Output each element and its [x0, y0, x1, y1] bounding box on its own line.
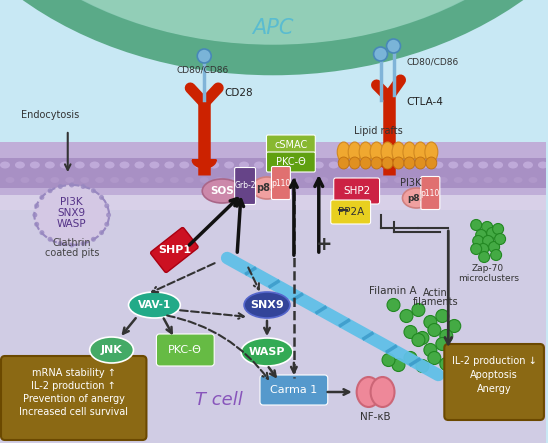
Ellipse shape	[428, 323, 441, 337]
Text: mRNA stability ↑: mRNA stability ↑	[32, 368, 116, 378]
Text: Actin: Actin	[423, 288, 448, 298]
Ellipse shape	[426, 157, 437, 169]
Ellipse shape	[34, 203, 39, 208]
Ellipse shape	[91, 188, 96, 193]
Ellipse shape	[90, 337, 134, 363]
Ellipse shape	[349, 157, 360, 169]
Ellipse shape	[104, 222, 109, 227]
Text: p110: p110	[421, 189, 440, 198]
Ellipse shape	[379, 177, 388, 183]
Ellipse shape	[179, 162, 189, 168]
Ellipse shape	[476, 229, 487, 241]
Ellipse shape	[415, 157, 426, 169]
Ellipse shape	[412, 334, 425, 346]
Ellipse shape	[425, 142, 438, 162]
Ellipse shape	[348, 142, 361, 162]
Text: VAV-1: VAV-1	[138, 300, 171, 310]
Ellipse shape	[155, 177, 164, 183]
Ellipse shape	[199, 177, 209, 183]
Ellipse shape	[241, 338, 293, 366]
Ellipse shape	[386, 39, 401, 53]
Text: p85: p85	[256, 183, 277, 193]
Ellipse shape	[370, 377, 395, 407]
Ellipse shape	[381, 142, 394, 162]
Ellipse shape	[58, 241, 63, 246]
Text: PI3K: PI3K	[60, 197, 83, 207]
Text: WASP: WASP	[249, 347, 286, 357]
Ellipse shape	[479, 252, 490, 263]
Ellipse shape	[75, 162, 85, 168]
Ellipse shape	[493, 162, 503, 168]
Text: JNK: JNK	[101, 345, 122, 355]
Ellipse shape	[448, 162, 458, 168]
Ellipse shape	[358, 162, 369, 168]
Text: Apoptosis: Apoptosis	[470, 370, 518, 380]
Ellipse shape	[495, 233, 506, 245]
Ellipse shape	[483, 236, 494, 246]
Ellipse shape	[403, 142, 416, 162]
FancyBboxPatch shape	[156, 334, 214, 366]
Ellipse shape	[338, 157, 349, 169]
Text: WASP: WASP	[57, 219, 87, 229]
Text: Grb-2: Grb-2	[235, 182, 256, 190]
Ellipse shape	[371, 157, 382, 169]
Polygon shape	[0, 142, 546, 195]
Text: PKC-Θ: PKC-Θ	[168, 345, 202, 355]
Ellipse shape	[80, 177, 89, 183]
Ellipse shape	[387, 299, 400, 311]
Text: CTLA-4: CTLA-4	[407, 97, 443, 107]
Ellipse shape	[164, 162, 174, 168]
Ellipse shape	[20, 177, 30, 183]
Ellipse shape	[35, 185, 109, 245]
Text: Carma 1: Carma 1	[270, 385, 317, 395]
Ellipse shape	[344, 162, 353, 168]
Ellipse shape	[349, 177, 358, 183]
Ellipse shape	[65, 177, 74, 183]
Ellipse shape	[394, 177, 403, 183]
Ellipse shape	[370, 142, 383, 162]
Ellipse shape	[314, 162, 324, 168]
Ellipse shape	[275, 177, 283, 183]
Ellipse shape	[202, 179, 242, 203]
FancyBboxPatch shape	[266, 135, 315, 155]
Ellipse shape	[209, 162, 219, 168]
Ellipse shape	[374, 47, 387, 61]
Ellipse shape	[448, 347, 461, 361]
Ellipse shape	[403, 162, 413, 168]
Ellipse shape	[185, 177, 194, 183]
Text: coated pits: coated pits	[44, 248, 99, 258]
Ellipse shape	[90, 162, 100, 168]
Text: filaments: filaments	[413, 297, 458, 307]
Text: PKC-Θ: PKC-Θ	[276, 157, 306, 167]
Ellipse shape	[39, 195, 44, 200]
Polygon shape	[192, 160, 216, 168]
Text: APC: APC	[252, 18, 294, 38]
Ellipse shape	[337, 142, 350, 162]
Polygon shape	[0, 210, 546, 443]
FancyBboxPatch shape	[271, 167, 290, 199]
Text: SNX9: SNX9	[250, 300, 284, 310]
Ellipse shape	[254, 162, 264, 168]
Ellipse shape	[508, 162, 518, 168]
Ellipse shape	[304, 177, 313, 183]
Ellipse shape	[45, 162, 55, 168]
Text: CD28: CD28	[224, 88, 253, 98]
FancyBboxPatch shape	[151, 228, 198, 272]
Ellipse shape	[424, 343, 437, 357]
Ellipse shape	[471, 219, 482, 230]
Ellipse shape	[490, 249, 501, 260]
FancyBboxPatch shape	[331, 200, 370, 224]
Ellipse shape	[60, 162, 70, 168]
Text: SNX9: SNX9	[58, 208, 86, 218]
Ellipse shape	[489, 241, 500, 253]
Ellipse shape	[424, 177, 433, 183]
Ellipse shape	[110, 177, 119, 183]
Ellipse shape	[469, 177, 478, 183]
Ellipse shape	[463, 162, 473, 168]
Text: Endocytosis: Endocytosis	[21, 110, 79, 120]
Ellipse shape	[91, 237, 96, 242]
Text: CD80/CD86: CD80/CD86	[407, 58, 459, 66]
FancyBboxPatch shape	[334, 178, 380, 204]
Ellipse shape	[484, 177, 493, 183]
